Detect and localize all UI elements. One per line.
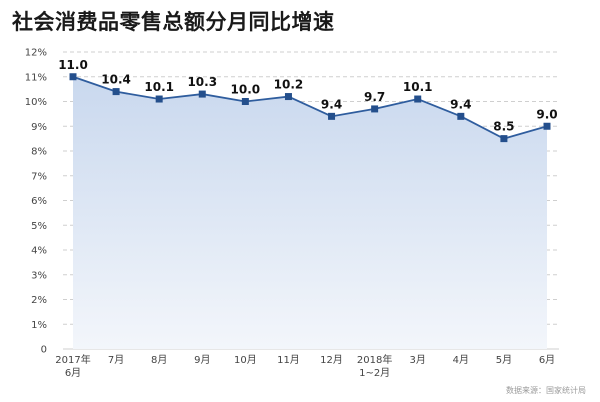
data-value-label: 10.0 [231, 83, 261, 97]
data-value-label: 9.7 [364, 90, 385, 104]
data-value-label: 10.2 [274, 78, 304, 92]
data-value-label: 10.4 [101, 73, 131, 87]
data-point-marker [543, 122, 551, 130]
source-note: 数据来源：国家统计局 [506, 386, 586, 395]
y-tick-label: 8% [31, 147, 47, 158]
x-tick-label: 12月 [320, 354, 343, 366]
y-tick-label: 7% [31, 171, 47, 182]
data-value-label: 9.4 [321, 97, 342, 111]
data-point-marker [198, 90, 206, 98]
x-tick-label: 8月 [151, 354, 167, 366]
data-point-marker [112, 88, 120, 96]
x-tick-label: 4月 [453, 354, 469, 366]
y-axis: 0 1% 2% 3% 4% 5% 6% 7% 8% 9% 10% 11% 12% [25, 48, 47, 356]
data-point-marker [371, 105, 379, 113]
y-tick-label: 0 [41, 345, 47, 356]
data-value-label: 9.4 [450, 97, 471, 111]
y-tick-label: 10% [25, 97, 47, 108]
x-tick-label: 2018年 [357, 353, 392, 366]
series-line [72, 75, 548, 140]
x-tick-label: 6月 [65, 367, 81, 379]
data-point-marker [241, 98, 249, 105]
data-value-label: 10.1 [144, 80, 174, 94]
x-tick-label: 3月 [410, 354, 426, 366]
data-value-label: 10.3 [187, 75, 217, 89]
data-value-label: 10.1 [403, 80, 433, 94]
data-point-marker [69, 73, 77, 81]
series-line-path [72, 75, 548, 140]
y-tick-label: 1% [31, 320, 47, 331]
x-tick-label: 10月 [234, 354, 257, 366]
y-tick-label: 4% [31, 246, 47, 257]
x-tick-label: 1~2月 [359, 367, 390, 379]
data-labels: 11.0 10.4 10.1 10.3 10.0 10.2 9.4 9.7 10.1 9.4 8.5… [58, 58, 557, 134]
y-tick-label: 9% [31, 122, 47, 133]
x-tick-label: 11月 [277, 354, 300, 366]
data-value-label: 9.0 [536, 107, 557, 121]
y-tick-label: 11% [25, 72, 47, 83]
x-tick-label: 2017年 [55, 353, 90, 366]
x-tick-label: 9月 [194, 354, 210, 366]
area-fill [73, 76, 547, 349]
y-tick-label: 6% [31, 196, 47, 207]
data-point-marker [155, 95, 163, 103]
data-value-label: 11.0 [58, 58, 88, 72]
x-tick-label: 6月 [539, 354, 555, 366]
data-value-label: 8.5 [493, 120, 514, 134]
y-tick-label: 5% [31, 221, 47, 232]
data-point-marker [414, 95, 422, 103]
chart-title: 社会消费品零售总额分月同比增速 [12, 10, 335, 34]
y-tick-label: 2% [31, 295, 47, 306]
data-point-marker [328, 112, 336, 120]
data-point-marker [500, 135, 508, 143]
data-point-marker [284, 93, 292, 101]
data-point-marker [457, 112, 465, 120]
data-markers [69, 73, 551, 143]
y-tick-label: 3% [31, 270, 47, 281]
area-fill-path [73, 76, 547, 349]
x-tick-label: 7月 [108, 354, 124, 366]
y-tick-label: 12% [25, 48, 47, 59]
x-tick-label: 5月 [496, 354, 512, 366]
